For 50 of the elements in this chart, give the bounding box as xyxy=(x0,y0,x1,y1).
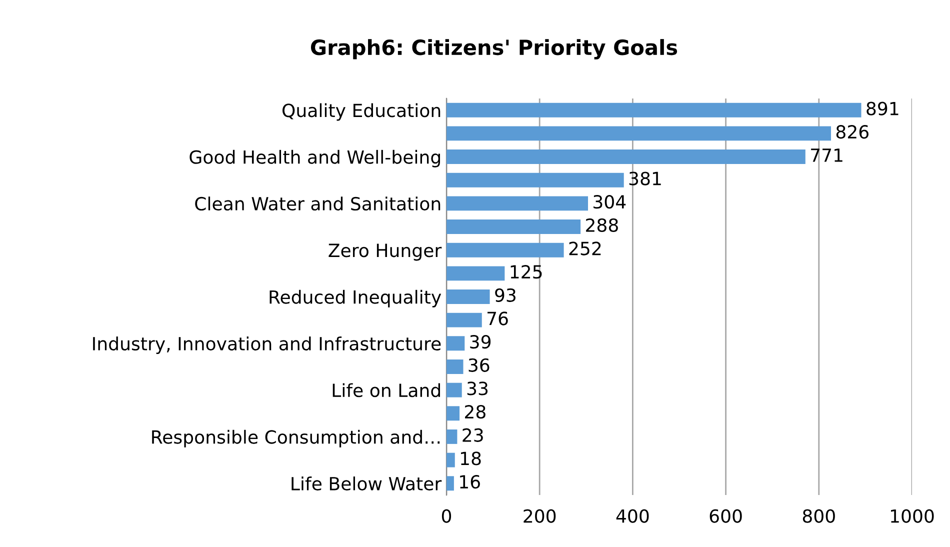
y-tick-label: Life Below Water xyxy=(292,476,442,490)
x-tick-label: 400 xyxy=(616,509,649,523)
x-tick-label: 1000 xyxy=(891,509,934,523)
data-label: 252 xyxy=(569,242,601,256)
y-tick-label: Zero Hunger xyxy=(328,244,442,261)
data-label: 16 xyxy=(460,474,480,489)
data-label: 288 xyxy=(586,218,618,232)
data-label: 891 xyxy=(866,102,898,116)
data-label: 93 xyxy=(495,288,516,302)
data-label: 23 xyxy=(462,428,483,442)
bar xyxy=(446,290,490,304)
bar xyxy=(446,476,454,491)
bar xyxy=(446,102,862,118)
data-label: 771 xyxy=(811,148,842,162)
bar xyxy=(446,266,505,281)
y-tick-label: Quality Education xyxy=(282,103,440,121)
bar xyxy=(446,360,464,374)
data-label: 18 xyxy=(461,452,481,466)
data-label: 125 xyxy=(510,265,542,279)
chart-title: Graph6: Citizens' Priority Goals xyxy=(310,39,678,60)
data-label: 39 xyxy=(470,334,491,349)
y-tick-label: Reduced Inequality xyxy=(270,290,442,308)
bar xyxy=(446,406,460,421)
y-tick-label: Responsible Consumption and… xyxy=(152,430,440,448)
bar xyxy=(446,382,462,398)
data-label: 76 xyxy=(488,312,508,326)
data-label: 28 xyxy=(465,404,486,419)
bar xyxy=(446,196,588,211)
bar xyxy=(446,452,455,468)
bar xyxy=(446,429,458,444)
bar xyxy=(446,336,465,351)
y-tick-label: Industry, Innovation and Infrastructure xyxy=(93,336,441,354)
bar xyxy=(446,242,564,258)
data-label: 826 xyxy=(836,125,868,139)
bar xyxy=(446,150,806,164)
bar xyxy=(446,312,482,328)
x-tick-label: 0 xyxy=(442,509,452,523)
bar xyxy=(446,126,832,141)
x-tick-label: 200 xyxy=(524,509,556,523)
bar xyxy=(446,220,581,234)
data-label: 33 xyxy=(467,382,488,396)
x-tick-label: 600 xyxy=(710,509,742,523)
data-label: 304 xyxy=(594,195,626,209)
y-tick-label: Life on Land xyxy=(332,383,440,398)
x-tick-label: 800 xyxy=(802,509,835,523)
y-tick-label: Clean Water and Sanitation xyxy=(195,196,440,211)
bar xyxy=(446,172,624,188)
y-tick-label: Good Health and Well-being xyxy=(190,150,440,168)
data-label: 381 xyxy=(629,172,661,186)
data-label: 36 xyxy=(468,358,490,372)
